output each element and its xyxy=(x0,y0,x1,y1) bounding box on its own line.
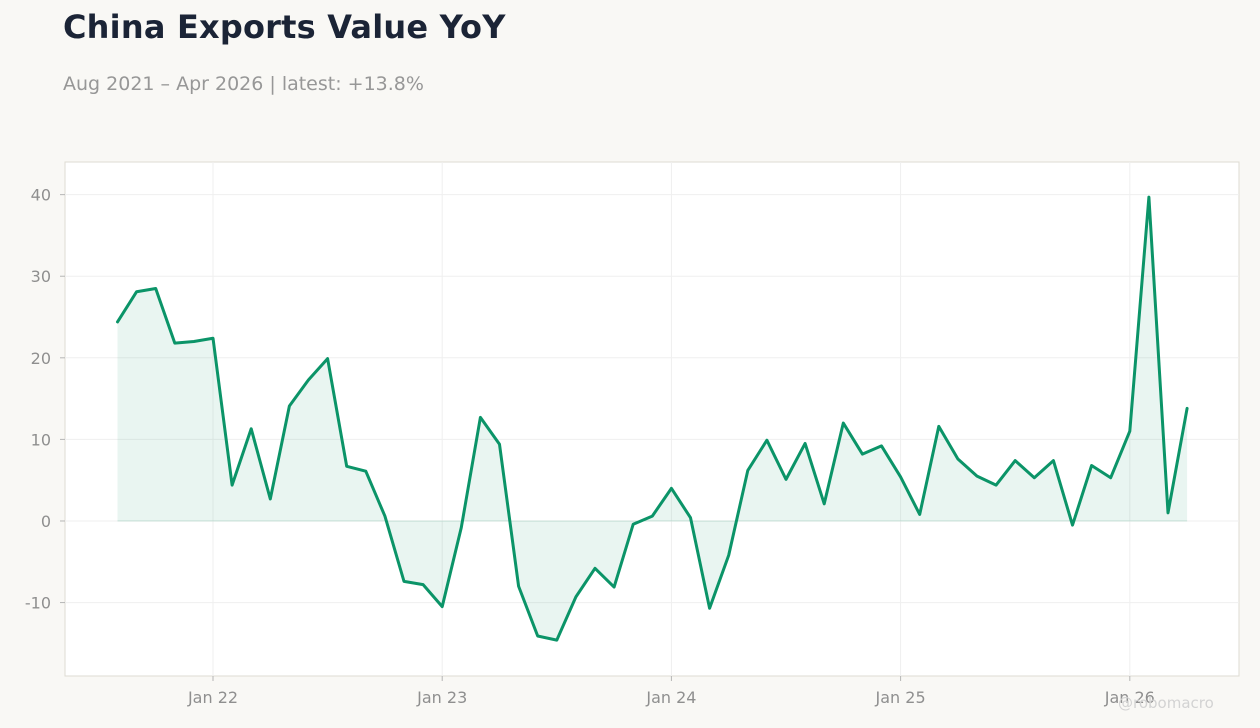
data-point xyxy=(746,469,749,472)
data-point xyxy=(460,526,463,529)
area-fill-layer xyxy=(117,197,1188,641)
data-point xyxy=(594,567,597,570)
data-point xyxy=(804,442,807,445)
data-point xyxy=(1109,476,1112,479)
y-tick-label: 40 xyxy=(31,186,51,205)
data-point xyxy=(1052,459,1055,462)
y-tick-label: 20 xyxy=(31,349,51,368)
series-line-layer xyxy=(116,195,1189,642)
y-tick-label: 0 xyxy=(41,512,51,531)
data-point xyxy=(326,357,329,360)
data-point xyxy=(441,605,444,608)
data-point xyxy=(727,554,730,557)
y-axis-ticks: -10 0 10 20 30 40 xyxy=(25,186,65,613)
area-fill xyxy=(117,197,1188,641)
x-tick-label: Jan 22 xyxy=(187,688,238,707)
data-point xyxy=(116,320,119,323)
plot-area xyxy=(64,161,1240,677)
data-point xyxy=(479,416,482,419)
data-point xyxy=(536,635,539,638)
data-point xyxy=(154,287,157,290)
data-point xyxy=(517,585,520,588)
data-point xyxy=(212,337,215,340)
data-point xyxy=(976,475,979,478)
data-point xyxy=(1128,430,1131,433)
data-point xyxy=(880,444,883,447)
data-point xyxy=(937,425,940,428)
data-point xyxy=(345,465,348,468)
data-point xyxy=(651,515,654,518)
data-point xyxy=(1090,464,1093,467)
chart-subtitle: Aug 2021 – Apr 2026 | latest: +13.8% xyxy=(63,73,424,95)
x-tick-label: Jan 24 xyxy=(645,688,696,707)
data-point xyxy=(231,484,234,487)
data-point xyxy=(632,523,635,526)
data-point xyxy=(765,439,768,442)
data-point xyxy=(173,342,176,345)
data-point xyxy=(269,497,272,500)
x-axis-ticks: Jan 22 Jan 23 Jan 24 Jan 25 Jan 26 xyxy=(187,676,1155,707)
data-point xyxy=(307,378,310,381)
data-point xyxy=(708,607,711,610)
data-point xyxy=(192,340,195,343)
grid-lines xyxy=(65,162,1239,676)
data-point xyxy=(861,453,864,456)
data-point xyxy=(1033,476,1036,479)
data-point xyxy=(689,516,692,519)
data-point xyxy=(498,443,501,446)
data-point xyxy=(670,487,673,490)
chart-title: China Exports Value YoY xyxy=(63,8,506,46)
data-point xyxy=(918,513,921,516)
data-point xyxy=(1014,459,1017,462)
y-tick-label: 10 xyxy=(31,430,51,449)
watermark: @robomacro xyxy=(1118,694,1214,712)
data-point xyxy=(785,478,788,481)
data-point xyxy=(383,515,386,518)
data-point xyxy=(613,586,616,589)
data-point xyxy=(135,290,138,293)
data-point xyxy=(1147,196,1150,199)
series-line xyxy=(116,195,1189,642)
data-point xyxy=(899,475,902,478)
data-point xyxy=(574,595,577,598)
data-point xyxy=(364,470,367,473)
data-point xyxy=(995,484,998,487)
data-point xyxy=(842,422,845,425)
data-point xyxy=(250,427,253,430)
x-tick-label: Jan 26 xyxy=(1104,688,1155,707)
y-tick-label: 30 xyxy=(31,267,51,286)
x-tick-label: Jan 25 xyxy=(875,688,926,707)
data-point xyxy=(288,404,291,407)
data-point xyxy=(422,583,425,586)
data-point xyxy=(1186,407,1189,410)
data-point xyxy=(1167,511,1170,514)
x-tick-label: Jan 23 xyxy=(416,688,467,707)
data-point xyxy=(403,580,406,583)
data-point xyxy=(555,639,558,642)
data-point xyxy=(956,457,959,460)
data-point xyxy=(1071,524,1074,527)
data-point xyxy=(823,502,826,505)
y-tick-label: -10 xyxy=(25,594,51,613)
